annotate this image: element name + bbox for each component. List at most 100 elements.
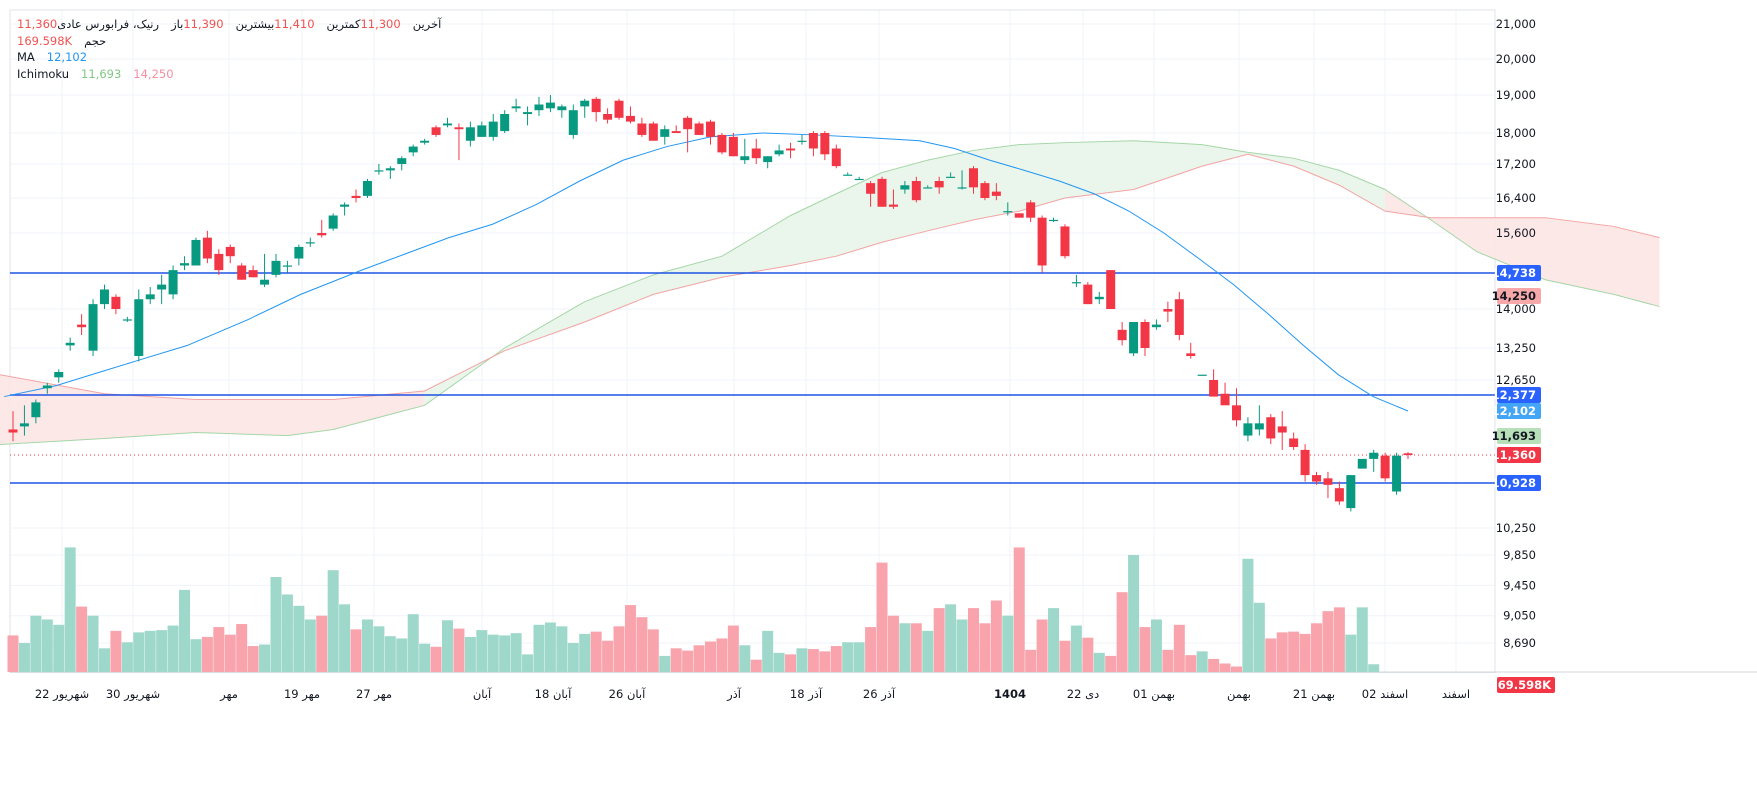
volume-bar	[819, 651, 831, 672]
volume-bar	[270, 577, 282, 672]
candle-body	[1060, 226, 1070, 257]
volume-bar	[1196, 651, 1208, 672]
candle-body	[1220, 393, 1230, 406]
candle	[271, 253, 281, 278]
x-axis-tick-label: 21 بهمن	[1293, 687, 1335, 702]
volume-bar	[339, 604, 351, 672]
candle	[763, 156, 773, 169]
candle	[1369, 449, 1379, 472]
candle	[980, 181, 990, 201]
candle	[1334, 481, 1344, 505]
candle	[351, 189, 361, 203]
volume-bar	[624, 605, 636, 672]
candle-body	[237, 265, 247, 280]
candle	[385, 166, 395, 179]
candle	[1220, 382, 1230, 406]
candle-body	[1083, 284, 1093, 305]
x-axis-tick-label: 26 آبان	[609, 687, 646, 701]
candle	[1197, 374, 1207, 376]
volume-bar	[567, 643, 579, 672]
candle-body	[328, 215, 338, 229]
candle	[1209, 369, 1219, 397]
volume-bar	[1242, 558, 1254, 672]
volume-bar	[407, 614, 419, 672]
candle	[808, 131, 818, 157]
volume-bars	[7, 547, 1380, 672]
candle-body	[214, 253, 224, 271]
legend-ma-row[interactable]: MA 12,102	[17, 49, 441, 66]
volume-bar	[1299, 633, 1311, 672]
volume-bar	[87, 615, 99, 672]
candle	[660, 125, 670, 145]
candle-body	[614, 100, 624, 118]
candle	[431, 125, 441, 137]
candle	[1049, 217, 1059, 223]
volume-bar	[121, 642, 133, 672]
candle-body	[362, 181, 372, 196]
volume-bar	[190, 639, 202, 672]
y-axis-tick-label: 17,200	[1496, 157, 1536, 171]
price-badge-label: 11,360	[1492, 448, 1536, 462]
candle-body	[1003, 211, 1013, 213]
volume-bar	[1093, 652, 1105, 672]
candle	[866, 181, 876, 207]
volume-bar	[990, 600, 1002, 672]
volume-bar	[7, 635, 19, 672]
volume-bar	[842, 642, 854, 672]
candle	[88, 299, 98, 356]
candle-body	[1300, 449, 1310, 476]
legend-volume-row[interactable]: 169.598K حجم	[17, 33, 441, 50]
candle	[202, 230, 212, 264]
candle-body	[454, 127, 464, 130]
candle-body	[317, 233, 327, 236]
candle	[717, 133, 727, 155]
volume-bar	[179, 589, 191, 672]
volume-bar	[602, 640, 614, 672]
volume-bar	[316, 615, 328, 672]
volume-bar	[830, 646, 842, 672]
legend-ichimoku-span-a: 11,693	[81, 66, 122, 81]
candle-body	[740, 156, 750, 161]
candle	[1060, 224, 1070, 259]
candle	[1003, 202, 1013, 216]
candle-body	[1357, 458, 1367, 469]
price-badge-label: 14,738	[1492, 266, 1536, 280]
volume-bar	[1070, 625, 1082, 672]
volume-bar	[865, 627, 877, 672]
legend-open-label: باز	[171, 17, 184, 31]
volume-bar	[739, 645, 751, 672]
candle	[1026, 200, 1036, 223]
volume-bar	[464, 636, 476, 672]
candle-body	[1312, 475, 1322, 482]
volume-bar	[41, 619, 53, 672]
candle-body	[1117, 329, 1127, 341]
candle-body	[923, 187, 933, 189]
candle-body	[1380, 455, 1390, 479]
candle-body	[1209, 380, 1219, 397]
candle	[728, 133, 738, 157]
candle-body	[19, 423, 29, 427]
volume-bar	[1230, 666, 1242, 672]
candle-body	[854, 178, 864, 181]
volume-bar	[476, 630, 488, 672]
candle	[1186, 342, 1196, 359]
candle	[362, 178, 372, 198]
y-axis-tick-label: 8,690	[1503, 636, 1536, 650]
candle	[797, 134, 807, 145]
candle-body	[1266, 417, 1276, 439]
candle	[854, 176, 864, 181]
candle-body	[991, 191, 1001, 196]
candle	[877, 176, 887, 207]
x-axis-tick-label: 18 آبان	[535, 687, 572, 701]
candle-body	[866, 183, 876, 194]
legend-ma-label: MA	[17, 50, 35, 64]
candle	[8, 411, 18, 442]
legend-ichimoku-row[interactable]: Ichimoku 11,693 14,250	[17, 66, 441, 83]
candle	[317, 219, 327, 238]
candle-body	[786, 148, 796, 151]
candle-body	[557, 106, 567, 111]
candle-body	[77, 324, 87, 328]
candle-body	[957, 187, 967, 189]
